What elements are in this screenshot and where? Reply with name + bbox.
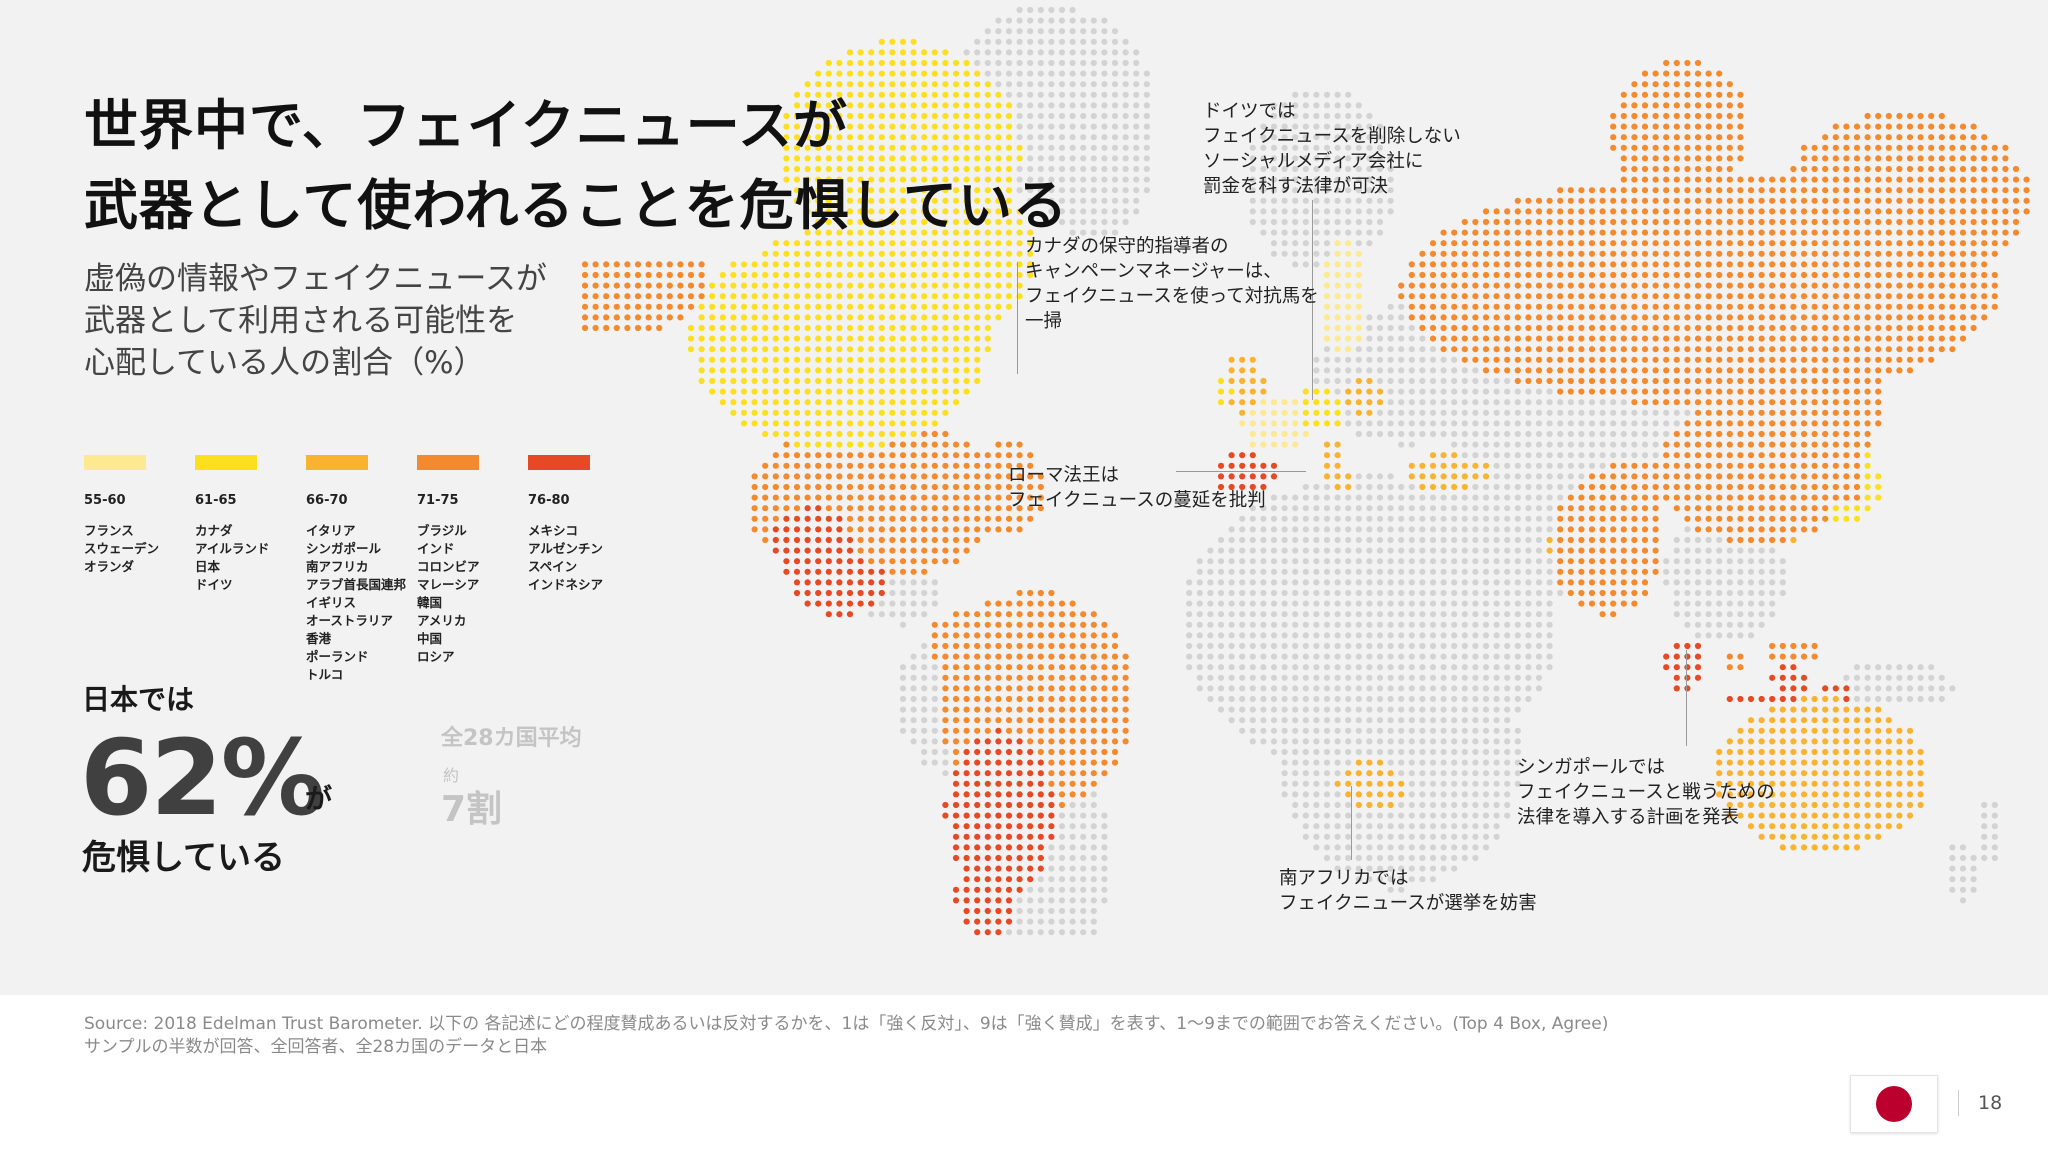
legend-country-list: フランススウェーデン オランダ [84, 522, 196, 576]
annotation-line: 南アフリカでは [1279, 868, 1409, 889]
legend-country: トルコ [306, 667, 344, 682]
japan-value: 62% [80, 717, 325, 839]
leader-line-south-africa [1351, 786, 1352, 860]
legend-country: アメリカ [417, 613, 467, 628]
legend-swatch [306, 455, 368, 470]
legend-group: 76-80 メキシコアルゼンチン スペインインドネシア [528, 455, 640, 594]
legend-country: アイルランド [195, 541, 270, 556]
legend-country: 日本 [195, 559, 221, 574]
annotation-south-africa: 南アフリカでは フェイクニュースが選挙を妨害 [1279, 866, 1537, 916]
legend-country: メキシコ [528, 523, 579, 538]
legend-country: インドネシア [528, 577, 604, 592]
legend-group: 71-75 ブラジルインドコロンビアマレーシア韓国アメリカ中国ロシア [417, 455, 529, 666]
legend-range: 76-80 [528, 493, 570, 508]
annotation-line: 罰金を科す法律が可決 [1203, 176, 1389, 197]
annotation-line: フェイクニュースが選挙を妨害 [1279, 893, 1537, 914]
legend-country: アルゼンチン [528, 541, 603, 556]
legend-country: スペイン [528, 559, 578, 574]
annotation-germany: ドイツでは フェイクニュースを削除しない ソーシャルメディア会社に 罰金を科す法… [1203, 99, 1461, 199]
legend-country: カナダ [195, 523, 233, 538]
legend-range: 61-65 [195, 493, 237, 508]
annotation-line: フェイクニュースの蔓延を批判 [1008, 490, 1266, 511]
world-dot-map [581, 6, 2030, 936]
subtitle-line-1: 虚偽の情報やフェイクニュースが [84, 261, 547, 297]
japan-outro: 危惧している [82, 838, 285, 878]
legend-country: 中国 [417, 631, 443, 646]
legend-country: コロンビア [417, 559, 480, 574]
annotation-pope: ローマ法王は フェイクニュースの蔓延を批判 [1008, 463, 1266, 513]
legend-group: 61-65 カナダアイルランド 日本ドイツ [195, 455, 307, 594]
legend-country: 韓国 [417, 595, 443, 610]
source-line-1: Source: 2018 Edelman Trust Barometer. 以下… [84, 1014, 1609, 1034]
legend-country-list: イタリアシンガポール 南アフリカアラブ首長国連邦 イギリスオーストラリア 香港ポーラン… [306, 522, 418, 684]
annotation-line: ローマ法王は [1008, 465, 1120, 486]
legend-country: ブラジル [417, 523, 467, 538]
annotation-line: シンガポールでは [1517, 757, 1666, 778]
annotation-singapore: シンガポールでは フェイクニュースと戦うための 法律を導入する計画を発表 [1517, 755, 1775, 830]
subtitle: 虚偽の情報やフェイクニュースが 武器として利用される可能性を 心配している人の割… [84, 258, 547, 384]
legend-country: オランダ [84, 559, 135, 574]
legend-country: シンガポール [306, 541, 382, 556]
annotation-line: 法律を導入する計画を発表 [1517, 807, 1740, 828]
legend-country: マレーシア [417, 577, 480, 592]
legend-country: 香港 [306, 631, 332, 646]
annotation-line: ソーシャルメディア会社に [1203, 151, 1424, 172]
japan-flag-icon [1850, 1075, 1938, 1133]
legend-swatch [528, 455, 590, 470]
annotation-line: ドイツでは [1203, 101, 1296, 122]
average-label: 全28カ国平均 [441, 726, 582, 751]
legend-swatch [84, 455, 146, 470]
leader-line-singapore [1686, 650, 1687, 746]
source-line-2: サンプルの半数が回答、全回答者、全28カ国のデータと日本 [84, 1037, 548, 1057]
legend-country: 南アフリカ [306, 559, 369, 574]
japan-suffix: が [305, 784, 332, 815]
subtitle-line-2: 武器として利用される可能性を [84, 303, 518, 339]
leader-line-canada [1017, 262, 1018, 374]
subtitle-line-3: 心配している人の割合（%） [84, 345, 485, 381]
legend-swatch [195, 455, 257, 470]
legend-country: イタリア [306, 523, 356, 538]
legend-range: 66-70 [306, 493, 348, 508]
leader-line-germany [1312, 200, 1313, 400]
legend-country-list: ブラジルインドコロンビアマレーシア韓国アメリカ中国ロシア [417, 522, 529, 666]
average-approx: 約 [443, 766, 460, 785]
annotation-line: カナダの保守的指導者の [1025, 236, 1229, 257]
legend-swatch [417, 455, 479, 470]
annotation-line: 一掃 [1025, 311, 1063, 332]
title-line-1: 世界中で、フェイクニュースが [84, 94, 849, 157]
slide: 世界中で、フェイクニュースが 武器として使われることを危惧している 虚偽の情報や… [0, 0, 2048, 995]
legend-country: スウェーデン [84, 541, 160, 556]
legend-group: 66-70 イタリアシンガポール 南アフリカアラブ首長国連邦 イギリスオーストラリア香… [306, 455, 418, 684]
legend-country: ポーランド [306, 649, 369, 664]
annotation-canada: カナダの保守的指導者の キャンペーンマネージャーは、 フェイクニュースを使って対… [1025, 234, 1319, 334]
annotation-line: キャンペーンマネージャーは、 [1025, 261, 1282, 282]
legend-country-list: メキシコアルゼンチン スペインインドネシア [528, 522, 640, 594]
source-note: Source: 2018 Edelman Trust Barometer. 以下… [84, 1013, 1608, 1059]
annotation-line: フェイクニュースと戦うための [1517, 782, 1775, 803]
title-line-2: 武器として使われることを危惧している [84, 174, 1069, 237]
page-separator [1958, 1090, 1959, 1116]
annotation-line: フェイクニュースを使って対抗馬を [1025, 286, 1319, 307]
legend-range: 55-60 [84, 493, 126, 508]
average-value: 7割 [441, 789, 503, 830]
legend-country: ドイツ [195, 577, 233, 592]
legend-country: インド [417, 541, 455, 556]
page-number: 18 [1978, 1092, 2003, 1114]
legend-country-list: カナダアイルランド 日本ドイツ [195, 522, 307, 594]
legend-country: イギリス [306, 595, 357, 610]
legend-country: フランス [84, 523, 134, 538]
page-title: 世界中で、フェイクニュースが 武器として使われることを危惧している [84, 86, 1068, 246]
japan-intro: 日本では [82, 683, 195, 716]
legend-range: 71-75 [417, 493, 459, 508]
legend-group: 55-60 フランススウェーデン オランダ [84, 455, 196, 576]
legend-country: ロシア [417, 649, 455, 664]
leader-line-pope [1176, 471, 1306, 472]
annotation-line: フェイクニュースを削除しない [1203, 126, 1461, 147]
flag-red-disc [1876, 1086, 1912, 1122]
legend-country: オーストラリア [306, 613, 393, 628]
legend-country: アラブ首長国連邦 [306, 577, 407, 592]
